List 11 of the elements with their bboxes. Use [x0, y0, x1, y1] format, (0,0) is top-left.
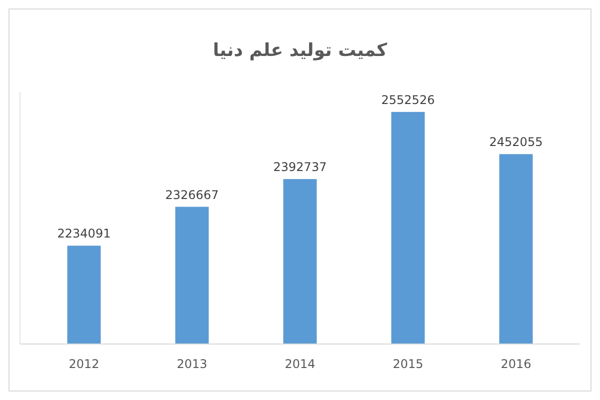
x-tick-label: 2016 — [500, 357, 532, 371]
x-tick-label: 2012 — [68, 357, 100, 371]
x-tick-label: 2015 — [392, 357, 424, 371]
data-label: 2552526 — [381, 92, 435, 107]
data-label: 2326667 — [165, 188, 219, 202]
data-label: 2392737 — [273, 160, 327, 174]
x-tick-label: 2013 — [176, 357, 208, 371]
chart-title: کمیت تولید علم دنیا — [212, 40, 388, 61]
x-tick-label: 2014 — [284, 357, 316, 371]
data-label: 2452055 — [489, 135, 543, 150]
data-label: 2234091 — [57, 226, 111, 241]
